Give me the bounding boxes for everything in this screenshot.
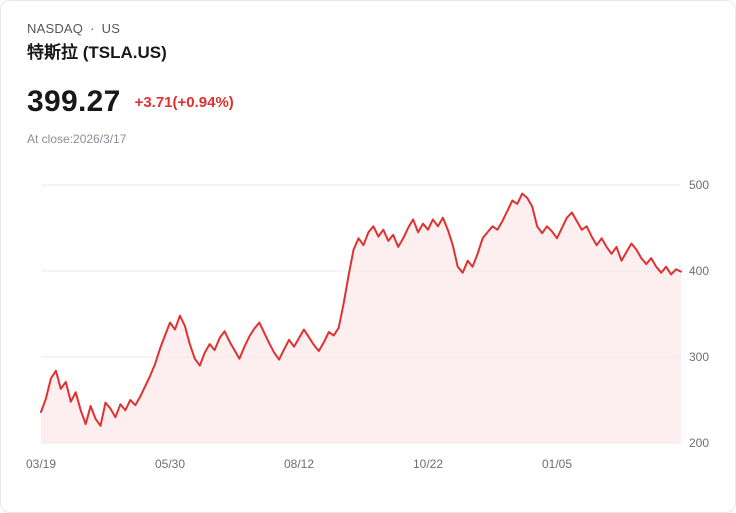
x-axis-label: 10/22 <box>413 457 443 471</box>
price-line <box>40 192 682 427</box>
x-axis-label: 03/19 <box>26 457 56 471</box>
region-name: US <box>101 21 121 36</box>
last-price: 399.27 <box>27 85 121 118</box>
exchange-line: NASDAQ · US <box>27 21 709 36</box>
price-chart[interactable]: 500 400 300 200 03/19 05/30 08/12 10/22 01/05 <box>1 172 736 482</box>
y-axis-label: 500 <box>689 178 709 192</box>
y-axis-label: 400 <box>689 264 709 278</box>
y-axis-label: 300 <box>689 350 709 364</box>
stock-title: 特斯拉 (TSLA.US) <box>27 43 167 62</box>
y-axis-label: 200 <box>689 436 709 450</box>
x-axis-label: 08/12 <box>284 457 314 471</box>
separator-dot: · <box>90 21 95 36</box>
x-axis-label: 01/05 <box>542 457 572 471</box>
price-change: +3.71(+0.94%) <box>134 93 234 111</box>
close-time: At close:2026/3/17 <box>27 132 127 146</box>
price-row: 399.27 +3.71(+0.94%) <box>27 84 709 120</box>
quote-header: NASDAQ · US 特斯拉 (TSLA.US) 399.27 +3.71(+0.… <box>1 1 735 146</box>
exchange-name: NASDAQ <box>27 21 84 36</box>
x-axis-label: 05/30 <box>155 457 185 471</box>
price-area <box>41 193 681 443</box>
